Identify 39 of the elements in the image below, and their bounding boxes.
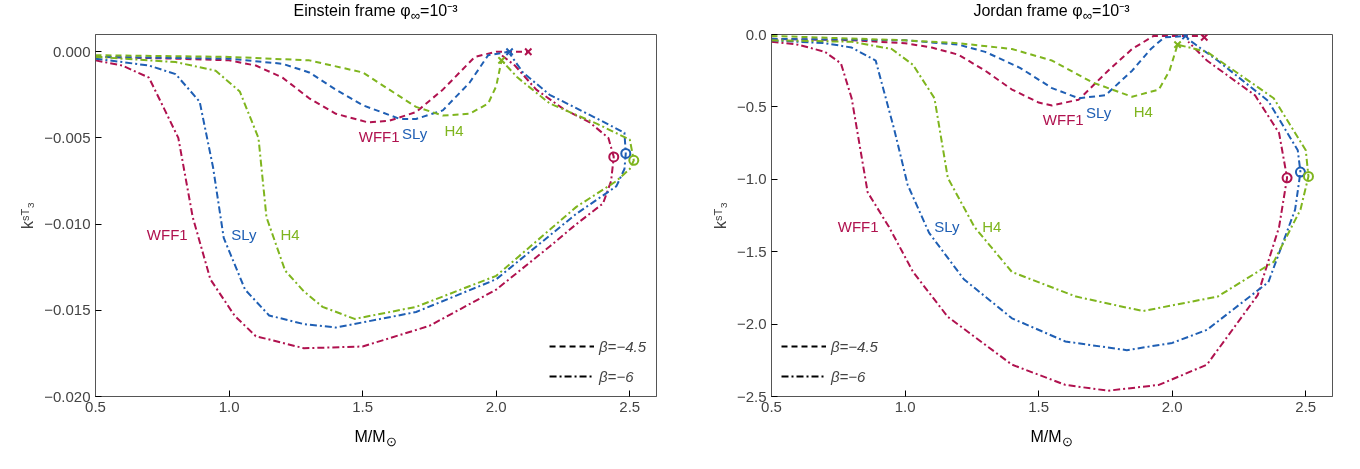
x-axis-title: M/M$_{⊙}$ [354,427,397,452]
y-tick-label: 0.0 [745,25,767,43]
legend-label: β=−6 [831,367,866,385]
y-tick-label: −0.015 [44,301,91,319]
series-label: WFF1 [146,225,188,243]
y-tick-label: 0.000 [52,42,91,60]
series-label: H4 [444,121,464,139]
x-axis-title: M/M$_{⊙}$ [1030,427,1073,452]
y-axis-title: kˢᵀ₃ [19,202,37,229]
y-tick-label: −1.0 [736,170,767,188]
series-label: SLy [1086,104,1112,122]
x-tick-label: 2.5 [1295,397,1317,415]
series-label: WFF1 [837,217,879,235]
x-tick-label: 1.5 [1028,397,1050,415]
series-label: WFF1 [1042,111,1084,129]
legend-label: β=−4.5 [831,337,878,355]
series-label: SLy [402,124,428,142]
series-label: H4 [280,225,300,243]
x-tick-label: 2.5 [619,397,641,415]
y-tick-label: −0.010 [44,215,91,233]
x-tick-label: 1.5 [352,397,374,415]
y-tick-label: −2.0 [736,315,767,333]
series-label: SLy [231,225,257,243]
y-tick-label: −1.5 [736,242,767,260]
y-tick-label: −0.5 [736,97,767,115]
x-tick-label: 2.0 [485,397,507,415]
series-label: H4 [1133,102,1153,120]
x-tick-label: 1.0 [894,397,916,415]
x-tick-label: 2.0 [1161,397,1183,415]
series-label: WFF1 [358,128,400,146]
chart-title: Jordan frame φ$_{∞}$=10⁻³ [973,1,1130,26]
legend-label: β=−4.5 [599,337,646,355]
y-axis-title: kˢᵀ₃ [711,202,729,229]
legend-label: β=−6 [599,367,634,385]
series-label: H4 [982,217,1002,235]
x-tick-label: 1.0 [218,397,240,415]
y-tick-label: −0.005 [44,128,91,146]
chart-title: Einstein frame φ$_{∞}$=10⁻³ [293,1,458,26]
series-label: SLy [934,217,960,235]
